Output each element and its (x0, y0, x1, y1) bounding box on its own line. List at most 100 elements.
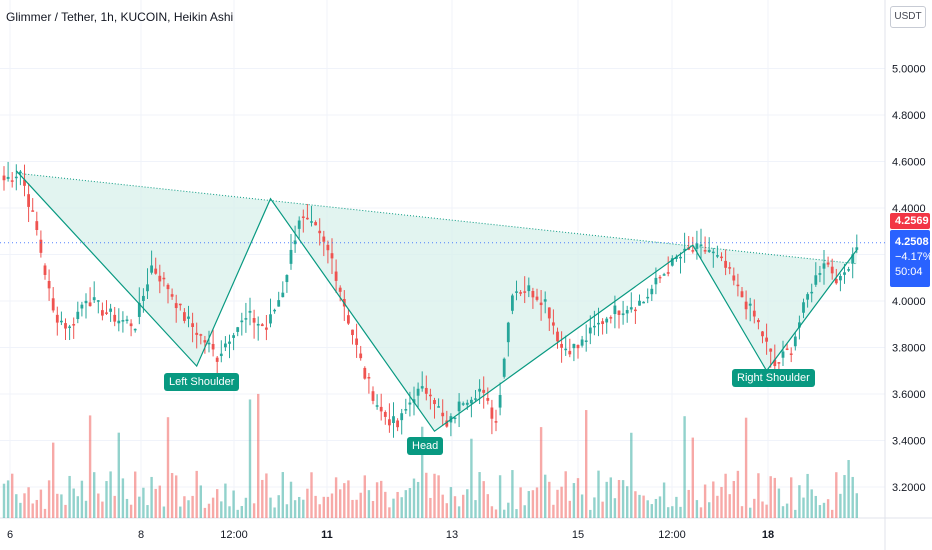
volume-bar (158, 485, 161, 518)
volume-bar (150, 476, 153, 518)
candle-body (338, 287, 342, 292)
candle-body (318, 230, 322, 234)
candle-body (285, 275, 289, 283)
volume-bar (437, 475, 440, 518)
volume-bar (576, 478, 580, 518)
candle-body (527, 285, 531, 292)
volume-bar (93, 472, 96, 518)
volume-bar (322, 496, 325, 518)
candle-body (133, 328, 137, 331)
volume-bar (449, 487, 453, 518)
candle-body (511, 295, 514, 311)
volume-bar (68, 475, 71, 518)
candle-body (330, 253, 334, 259)
volume-bar (753, 498, 756, 518)
candle-body (375, 405, 379, 407)
volume-bar (777, 488, 781, 518)
candle-body (125, 319, 129, 322)
volume-bar (129, 504, 133, 518)
candle-body (351, 329, 354, 336)
volume-bar (35, 499, 38, 518)
y-tick-label: 3.8000 (892, 343, 926, 355)
candle-body (88, 302, 92, 307)
volume-bar (43, 508, 47, 518)
volume-bar (421, 426, 424, 518)
volume-bar (478, 472, 481, 518)
volume-bar (6, 480, 10, 518)
candle-body (478, 388, 481, 392)
volume-bar (601, 501, 604, 518)
volume-bar (642, 495, 645, 518)
volume-bar (326, 496, 330, 518)
bar-countdown: 50:04 (895, 266, 923, 278)
volume-bar (117, 432, 120, 518)
volume-bar (445, 503, 448, 518)
volume-bar (306, 488, 309, 518)
volume-bar (416, 481, 420, 518)
candle-body (695, 243, 699, 249)
volume-bar (667, 507, 670, 518)
candle-body (334, 271, 338, 281)
candle-body (47, 280, 51, 289)
candle-body (326, 244, 330, 251)
candle-body (728, 267, 732, 269)
volume-bar (228, 506, 231, 518)
volume-bar (134, 471, 137, 518)
candle-body (301, 216, 305, 219)
candle-body (740, 291, 744, 298)
volume-bar (101, 501, 104, 518)
candle-body (347, 315, 350, 324)
volume-bar (429, 497, 432, 518)
x-tick-label: 11 (321, 529, 333, 541)
volume-bar (560, 486, 563, 518)
candle-body (23, 179, 26, 186)
candle-body (203, 340, 207, 343)
candle-body (629, 307, 633, 310)
candle-body (289, 249, 293, 264)
volume-bar (265, 473, 268, 518)
volume-bar (433, 473, 436, 518)
candle-body (547, 307, 551, 319)
candle-body (416, 388, 420, 396)
volume-bar (76, 496, 79, 518)
volume-bar (252, 503, 256, 518)
candle-body (642, 301, 645, 304)
currency-button[interactable]: USDT (890, 6, 926, 28)
volume-bar (474, 500, 477, 518)
volume-bar (27, 487, 30, 518)
candle-body (773, 359, 777, 367)
candle-body (498, 395, 502, 408)
candle-body (68, 326, 71, 329)
candle-body (793, 336, 797, 347)
candle-body (482, 389, 486, 393)
volume-bar (556, 489, 559, 518)
volume-bar (232, 490, 235, 518)
volume-bar (749, 507, 752, 518)
volume-bar (285, 504, 289, 518)
candle-body (314, 222, 317, 226)
candle-body (851, 254, 855, 264)
volume-bar (97, 493, 100, 518)
candle-body (588, 327, 592, 334)
candle-body (769, 348, 773, 352)
volume-bar (638, 494, 641, 518)
volume-bar (683, 416, 686, 518)
volume-bar (216, 489, 219, 518)
candle-body (662, 274, 666, 276)
candle-body (437, 406, 440, 408)
candle-body (576, 344, 580, 349)
candle-body (461, 403, 465, 405)
candle-body (236, 327, 240, 332)
volume-bar (761, 501, 764, 518)
candle-body (232, 335, 235, 338)
volume-bar (298, 496, 301, 518)
volume-bar (183, 496, 186, 518)
volume-bar (548, 481, 551, 518)
volume-bar (142, 487, 145, 518)
volume-bar (703, 484, 707, 518)
volume-bar (613, 498, 617, 518)
candle-body (539, 302, 543, 306)
volume-bar (453, 496, 457, 518)
volume-bar (2, 483, 6, 518)
